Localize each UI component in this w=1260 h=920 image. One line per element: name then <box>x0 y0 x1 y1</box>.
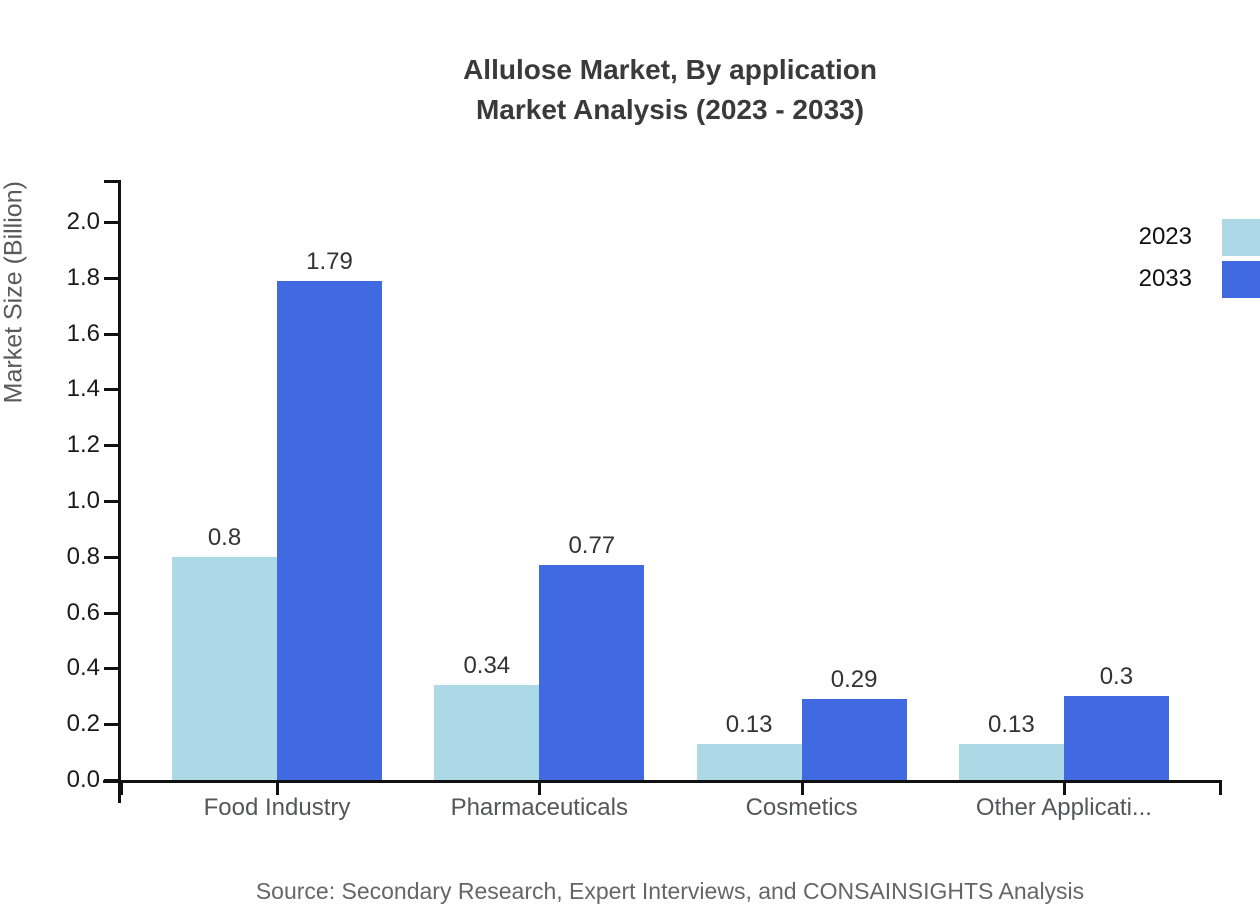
bar-2033-2 <box>801 699 907 780</box>
y-tick-mark <box>104 332 118 336</box>
legend-swatch-2023 <box>1222 219 1260 256</box>
y-tick-label: 1.6 <box>66 319 100 347</box>
bar-value-label: 0.3 <box>1099 663 1134 691</box>
category-label: Pharmaceuticals <box>450 794 628 821</box>
bar-value-label: 0.77 <box>568 532 616 560</box>
y-tick-label: 0.8 <box>66 542 100 570</box>
y-tick-mark <box>104 723 118 727</box>
y-tick-label: 0.4 <box>66 654 100 682</box>
x-tick-mark <box>538 781 542 795</box>
y-tick-label: 0.0 <box>66 766 100 793</box>
y-tick-mark <box>104 667 118 671</box>
y-axis-end-tick <box>104 180 118 183</box>
x-axis-line <box>103 780 1222 783</box>
bar-2023-0 <box>172 556 277 780</box>
y-tick-label: 0.6 <box>66 598 100 626</box>
source-note: Source: Secondary Research, Expert Inter… <box>255 878 1085 904</box>
y-tick-label: 1.2 <box>66 431 100 459</box>
y-tick-mark <box>104 779 118 782</box>
y-tick-label: 1.0 <box>66 487 100 514</box>
y-axis-title: Market Size (Billion) <box>0 181 28 404</box>
x-tick-mark <box>276 781 279 795</box>
bar-2033-1 <box>539 565 645 780</box>
bar-value-label: 0.13 <box>725 710 773 738</box>
bar-value-label: 1.79 <box>306 247 353 275</box>
chart-subtitle: Market Analysis (2023 - 2033) <box>475 94 865 125</box>
bar-2033-3 <box>1063 696 1169 780</box>
bar-value-label: 0.34 <box>463 652 511 680</box>
y-tick-label: 2.0 <box>66 208 100 235</box>
y-tick-label: 1.8 <box>66 263 100 291</box>
y-tick-mark <box>104 221 118 224</box>
bar-value-label: 0.13 <box>988 710 1035 738</box>
y-tick-mark <box>104 555 118 559</box>
x-tick-mark <box>1062 781 1066 795</box>
chart-title-block: Allulose Market, By application Market A… <box>80 50 1260 130</box>
x-tick-mark <box>1219 781 1222 795</box>
category-label: Cosmetics <box>745 794 858 821</box>
x-tick-mark <box>800 781 804 795</box>
bar-2023-1 <box>434 685 540 780</box>
x-tick-mark <box>120 781 123 795</box>
legend-swatch-2033 <box>1222 261 1260 298</box>
y-tick-mark <box>104 276 118 280</box>
bar-2033-0 <box>277 280 382 780</box>
y-tick-mark <box>104 388 118 392</box>
legend-label-2033: 2033 <box>1138 265 1192 292</box>
legend-label-2023: 2023 <box>1138 223 1192 250</box>
bar-2023-2 <box>696 743 802 780</box>
chart-title: Allulose Market, By application <box>463 54 877 85</box>
y-tick-mark <box>104 611 118 615</box>
y-tick-mark <box>104 444 118 448</box>
bar-2023-3 <box>958 743 1064 780</box>
y-axis-line <box>118 180 121 803</box>
y-tick-label: 0.2 <box>66 710 100 738</box>
y-tick-label: 1.4 <box>66 375 100 403</box>
category-label: Food Industry <box>203 794 351 821</box>
category-label: Other Applicati... <box>975 794 1152 821</box>
y-tick-mark <box>104 500 118 503</box>
bar-value-label: 0.29 <box>830 666 878 694</box>
bar-value-label: 0.8 <box>207 523 242 551</box>
